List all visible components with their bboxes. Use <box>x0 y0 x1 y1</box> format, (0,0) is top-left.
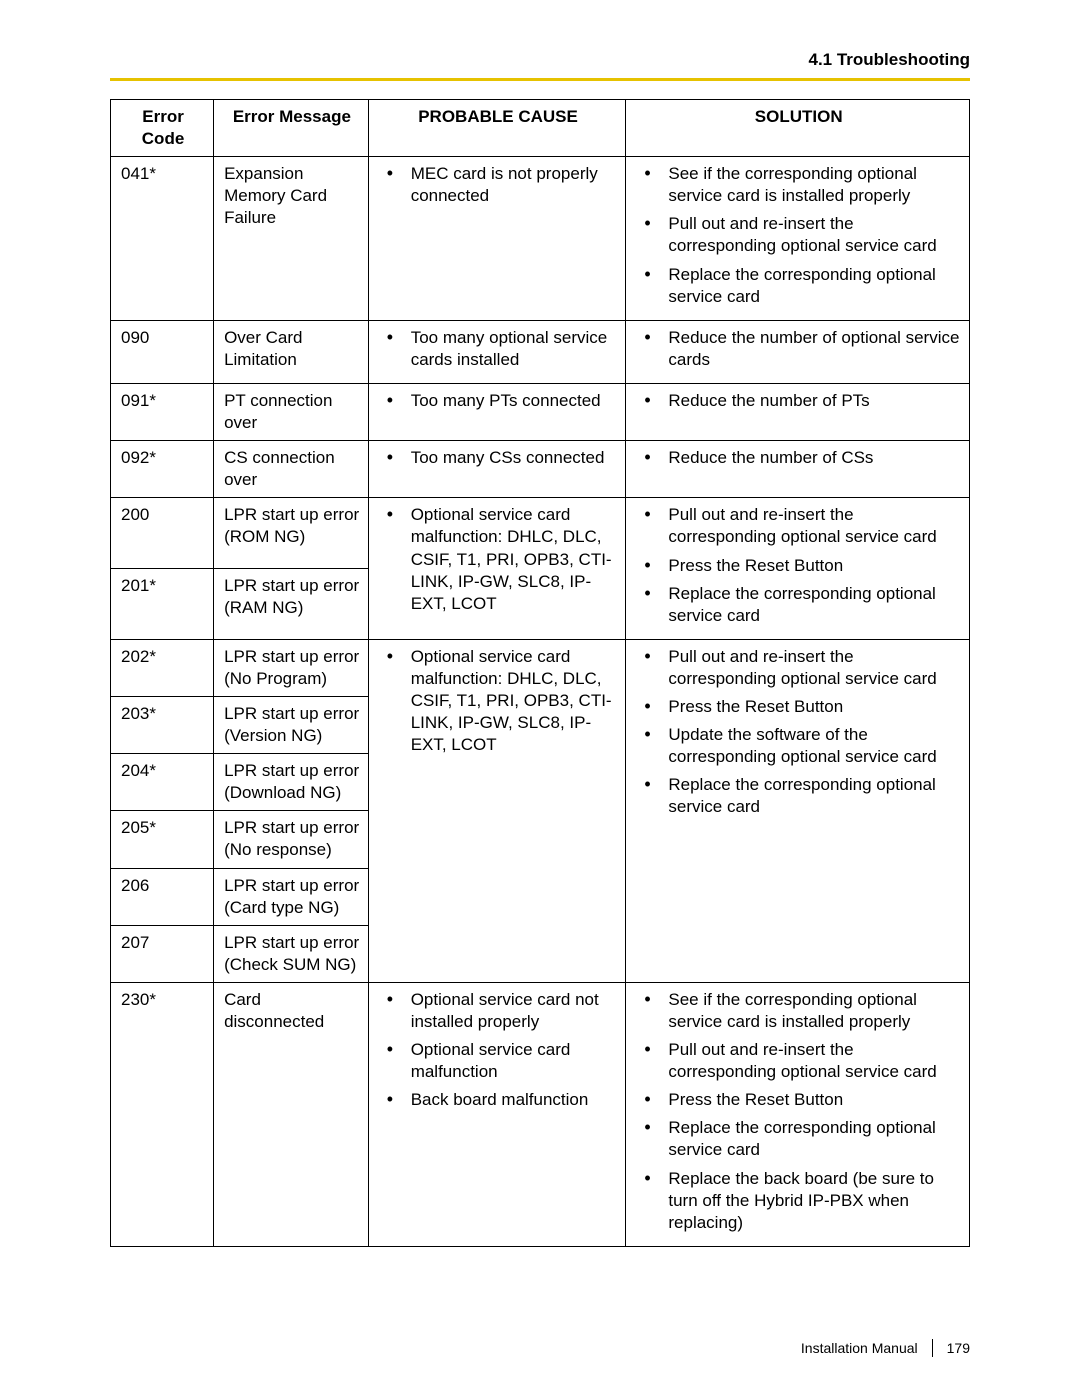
cell-sol: Pull out and re-insert the corresponding… <box>626 639 970 982</box>
table-row: 090 Over Card Limitation Too many option… <box>111 320 970 383</box>
cell-cause: Optional service card malfunction: DHLC,… <box>368 639 626 982</box>
cell-msg: LPR start up error (No Program) <box>214 639 369 696</box>
bullet-item: Replace the corresponding optional servi… <box>658 774 961 818</box>
page: 4.1 Troubleshooting Error Code Error Mes… <box>0 0 1080 1397</box>
cell-code: 202* <box>111 639 214 696</box>
cell-cause: Too many CSs connected <box>368 441 626 498</box>
bullet-item: Replace the corresponding optional servi… <box>658 1117 961 1161</box>
cell-code: 230* <box>111 982 214 1246</box>
bullet-item: See if the corresponding optional servic… <box>658 163 961 207</box>
cell-code: 204* <box>111 754 214 811</box>
footer-doc: Installation Manual <box>801 1340 918 1356</box>
cell-code: 091* <box>111 383 214 440</box>
table-row: 041* Expansion Memory Card Failure MEC c… <box>111 157 970 321</box>
bullet-item: Too many CSs connected <box>401 447 618 469</box>
bullet-item: Too many optional service cards installe… <box>401 327 618 371</box>
cell-cause: MEC card is not properly connected <box>368 157 626 321</box>
cell-msg: CS connection over <box>214 441 369 498</box>
cell-cause: Optional service card not installed prop… <box>368 982 626 1246</box>
cell-cause: Too many optional service cards installe… <box>368 320 626 383</box>
cell-msg: LPR start up error (Card type NG) <box>214 868 369 925</box>
cell-sol: See if the corresponding optional servic… <box>626 157 970 321</box>
bullet-item: Pull out and re-insert the corresponding… <box>658 1039 961 1083</box>
cell-cause: Optional service card malfunction: DHLC,… <box>368 498 626 639</box>
bullet-item: MEC card is not properly connected <box>401 163 618 207</box>
bullet-item: Optional service card malfunction <box>401 1039 618 1083</box>
cell-msg: Expansion Memory Card Failure <box>214 157 369 321</box>
cell-code: 092* <box>111 441 214 498</box>
bullet-item: Press the Reset Button <box>658 555 961 577</box>
table-row: 091* PT connection over Too many PTs con… <box>111 383 970 440</box>
col-header-msg: Error Message <box>214 100 369 157</box>
bullet-item: Back board malfunction <box>401 1089 618 1111</box>
cell-code: 041* <box>111 157 214 321</box>
cell-msg: PT connection over <box>214 383 369 440</box>
bullet-item: Press the Reset Button <box>658 696 961 718</box>
cell-sol: Pull out and re-insert the corresponding… <box>626 498 970 639</box>
footer-page: 179 <box>947 1340 970 1356</box>
bullet-item: Reduce the number of optional service ca… <box>658 327 961 371</box>
cell-code: 206 <box>111 868 214 925</box>
bullet-item: Press the Reset Button <box>658 1089 961 1111</box>
cell-msg: Card disconnected <box>214 982 369 1246</box>
cell-sol: Reduce the number of optional service ca… <box>626 320 970 383</box>
cell-code: 200 <box>111 498 214 569</box>
cell-sol: Reduce the number of PTs <box>626 383 970 440</box>
cell-sol: See if the corresponding optional servic… <box>626 982 970 1246</box>
bullet-item: Pull out and re-insert the corresponding… <box>658 646 961 690</box>
cell-msg: LPR start up error (Version NG) <box>214 696 369 753</box>
cell-code: 207 <box>111 925 214 982</box>
cell-msg: LPR start up error (Check SUM NG) <box>214 925 369 982</box>
bullet-item: Replace the back board (be sure to turn … <box>658 1168 961 1234</box>
bullet-item: Pull out and re-insert the corresponding… <box>658 213 961 257</box>
col-header-code: Error Code <box>111 100 214 157</box>
cell-msg: LPR start up error (No response) <box>214 811 369 868</box>
bullet-item: Update the software of the corresponding… <box>658 724 961 768</box>
cell-msg: LPR start up error (ROM NG) <box>214 498 369 569</box>
col-header-sol: SOLUTION <box>626 100 970 157</box>
footer-separator <box>932 1339 933 1357</box>
bullet-item: Optional service card malfunction: DHLC,… <box>401 646 618 756</box>
cell-code: 090 <box>111 320 214 383</box>
page-footer: Installation Manual 179 <box>801 1339 970 1357</box>
bullet-item: See if the corresponding optional servic… <box>658 989 961 1033</box>
bullet-item: Reduce the number of PTs <box>658 390 961 412</box>
header-rule <box>110 78 970 81</box>
bullet-item: Pull out and re-insert the corresponding… <box>658 504 961 548</box>
cell-sol: Reduce the number of CSs <box>626 441 970 498</box>
table-row: 202* LPR start up error (No Program) Opt… <box>111 639 970 696</box>
cell-msg: Over Card Limitation <box>214 320 369 383</box>
cell-code: 203* <box>111 696 214 753</box>
table-row: 230* Card disconnected Optional service … <box>111 982 970 1246</box>
cell-cause: Too many PTs connected <box>368 383 626 440</box>
troubleshoot-table: Error Code Error Message PROBABLE CAUSE … <box>110 99 970 1247</box>
bullet-item: Reduce the number of CSs <box>658 447 961 469</box>
table-row: 092* CS connection over Too many CSs con… <box>111 441 970 498</box>
bullet-item: Replace the corresponding optional servi… <box>658 583 961 627</box>
cell-msg: LPR start up error (RAM NG) <box>214 569 369 640</box>
bullet-item: Optional service card malfunction: DHLC,… <box>401 504 618 614</box>
bullet-item: Too many PTs connected <box>401 390 618 412</box>
cell-code: 201* <box>111 569 214 640</box>
bullet-item: Optional service card not installed prop… <box>401 989 618 1033</box>
section-title: 4.1 Troubleshooting <box>110 50 970 70</box>
cell-msg: LPR start up error (Download NG) <box>214 754 369 811</box>
cell-code: 205* <box>111 811 214 868</box>
col-header-cause: PROBABLE CAUSE <box>368 100 626 157</box>
bullet-item: Replace the corresponding optional servi… <box>658 264 961 308</box>
table-row: 200 LPR start up error (ROM NG) Optional… <box>111 498 970 569</box>
table-header-row: Error Code Error Message PROBABLE CAUSE … <box>111 100 970 157</box>
